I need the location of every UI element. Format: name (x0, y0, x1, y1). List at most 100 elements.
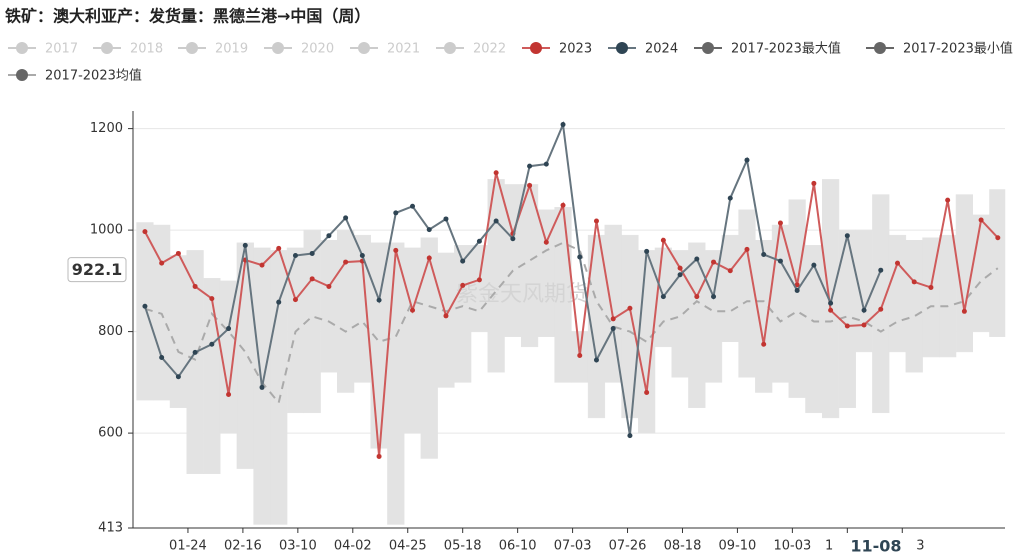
legend-item[interactable]: 2021 (350, 42, 420, 57)
data-point[interactable] (192, 349, 198, 355)
data-point[interactable] (393, 210, 399, 216)
data-point[interactable] (259, 384, 265, 390)
data-point[interactable] (744, 246, 750, 252)
data-point[interactable] (711, 259, 717, 265)
data-point[interactable] (410, 203, 416, 209)
data-point[interactable] (627, 305, 633, 311)
legend-item[interactable]: 2017 (8, 42, 78, 57)
data-point[interactable] (644, 390, 650, 396)
data-point[interactable] (777, 258, 783, 264)
data-point[interactable] (543, 239, 549, 245)
data-point[interactable] (677, 272, 683, 278)
data-point[interactable] (610, 326, 616, 332)
data-point[interactable] (660, 237, 666, 243)
data-point[interactable] (894, 260, 900, 266)
data-point[interactable] (343, 215, 349, 221)
data-point[interactable] (460, 282, 466, 288)
data-point[interactable] (861, 322, 867, 328)
data-point[interactable] (326, 283, 332, 289)
data-point[interactable] (209, 296, 215, 302)
data-point[interactable] (426, 227, 432, 233)
data-point[interactable] (761, 341, 767, 347)
data-point[interactable] (376, 297, 382, 303)
data-point[interactable] (410, 307, 416, 313)
data-point[interactable] (978, 217, 984, 223)
data-point[interactable] (175, 250, 181, 256)
legend-item[interactable]: 2018 (93, 42, 163, 57)
data-point[interactable] (159, 260, 165, 266)
data-point[interactable] (259, 262, 265, 268)
data-point[interactable] (476, 277, 482, 283)
data-point[interactable] (794, 287, 800, 293)
data-point[interactable] (577, 254, 583, 260)
data-point[interactable] (142, 303, 148, 309)
data-point[interactable] (844, 233, 850, 239)
data-point[interactable] (878, 267, 884, 273)
data-point[interactable] (543, 161, 549, 167)
data-point[interactable] (694, 256, 700, 262)
data-point[interactable] (510, 236, 516, 242)
data-point[interactable] (911, 279, 917, 285)
data-point[interactable] (276, 299, 282, 305)
data-point[interactable] (292, 252, 298, 258)
data-point[interactable] (593, 218, 599, 224)
data-point[interactable] (527, 182, 533, 188)
data-point[interactable] (175, 374, 181, 380)
data-point[interactable] (761, 251, 767, 257)
data-point[interactable] (560, 202, 566, 208)
data-point[interactable] (276, 245, 282, 251)
data-point[interactable] (309, 276, 315, 282)
data-point[interactable] (811, 262, 817, 268)
data-point[interactable] (878, 306, 884, 312)
data-point[interactable] (811, 180, 817, 186)
data-point[interactable] (844, 323, 850, 329)
data-point[interactable] (159, 354, 165, 360)
data-point[interactable] (777, 220, 783, 226)
data-point[interactable] (376, 453, 382, 459)
data-point[interactable] (292, 297, 298, 303)
data-point[interactable] (660, 294, 666, 300)
data-point[interactable] (443, 216, 449, 222)
data-point[interactable] (527, 163, 533, 169)
legend-item[interactable]: 2017-2023最小值 (866, 41, 1013, 57)
data-point[interactable] (828, 307, 834, 313)
legend-item[interactable]: 2019 (178, 42, 248, 57)
data-point[interactable] (443, 313, 449, 319)
data-point[interactable] (644, 248, 650, 254)
data-point[interactable] (359, 252, 365, 258)
data-point[interactable] (192, 283, 198, 289)
legend-item[interactable]: 2024 (608, 42, 678, 57)
data-point[interactable] (242, 242, 248, 248)
data-point[interactable] (828, 300, 834, 306)
data-point[interactable] (460, 258, 466, 264)
data-point[interactable] (326, 233, 332, 239)
data-point[interactable] (711, 294, 717, 300)
data-point[interactable] (593, 357, 599, 363)
legend-item[interactable]: 2023 (522, 42, 592, 57)
data-point[interactable] (928, 284, 934, 290)
data-point[interactable] (961, 308, 967, 314)
data-point[interactable] (393, 247, 399, 253)
data-point[interactable] (476, 238, 482, 244)
data-point[interactable] (142, 229, 148, 235)
legend-item[interactable]: 2017-2023最大值 (694, 41, 841, 57)
data-point[interactable] (677, 265, 683, 271)
data-point[interactable] (343, 259, 349, 265)
legend-item[interactable]: 2017-2023均值 (8, 68, 142, 84)
data-point[interactable] (627, 433, 633, 439)
data-point[interactable] (493, 218, 499, 224)
data-point[interactable] (861, 307, 867, 313)
data-point[interactable] (945, 197, 951, 203)
data-point[interactable] (209, 341, 215, 347)
data-point[interactable] (744, 157, 750, 163)
legend-item[interactable]: 2022 (436, 42, 506, 57)
data-point[interactable] (694, 294, 700, 300)
data-point[interactable] (493, 170, 499, 176)
data-point[interactable] (577, 352, 583, 358)
data-point[interactable] (226, 392, 232, 398)
data-point[interactable] (727, 268, 733, 274)
data-point[interactable] (794, 282, 800, 288)
data-point[interactable] (226, 326, 232, 332)
data-point[interactable] (727, 195, 733, 201)
data-point[interactable] (309, 250, 315, 256)
